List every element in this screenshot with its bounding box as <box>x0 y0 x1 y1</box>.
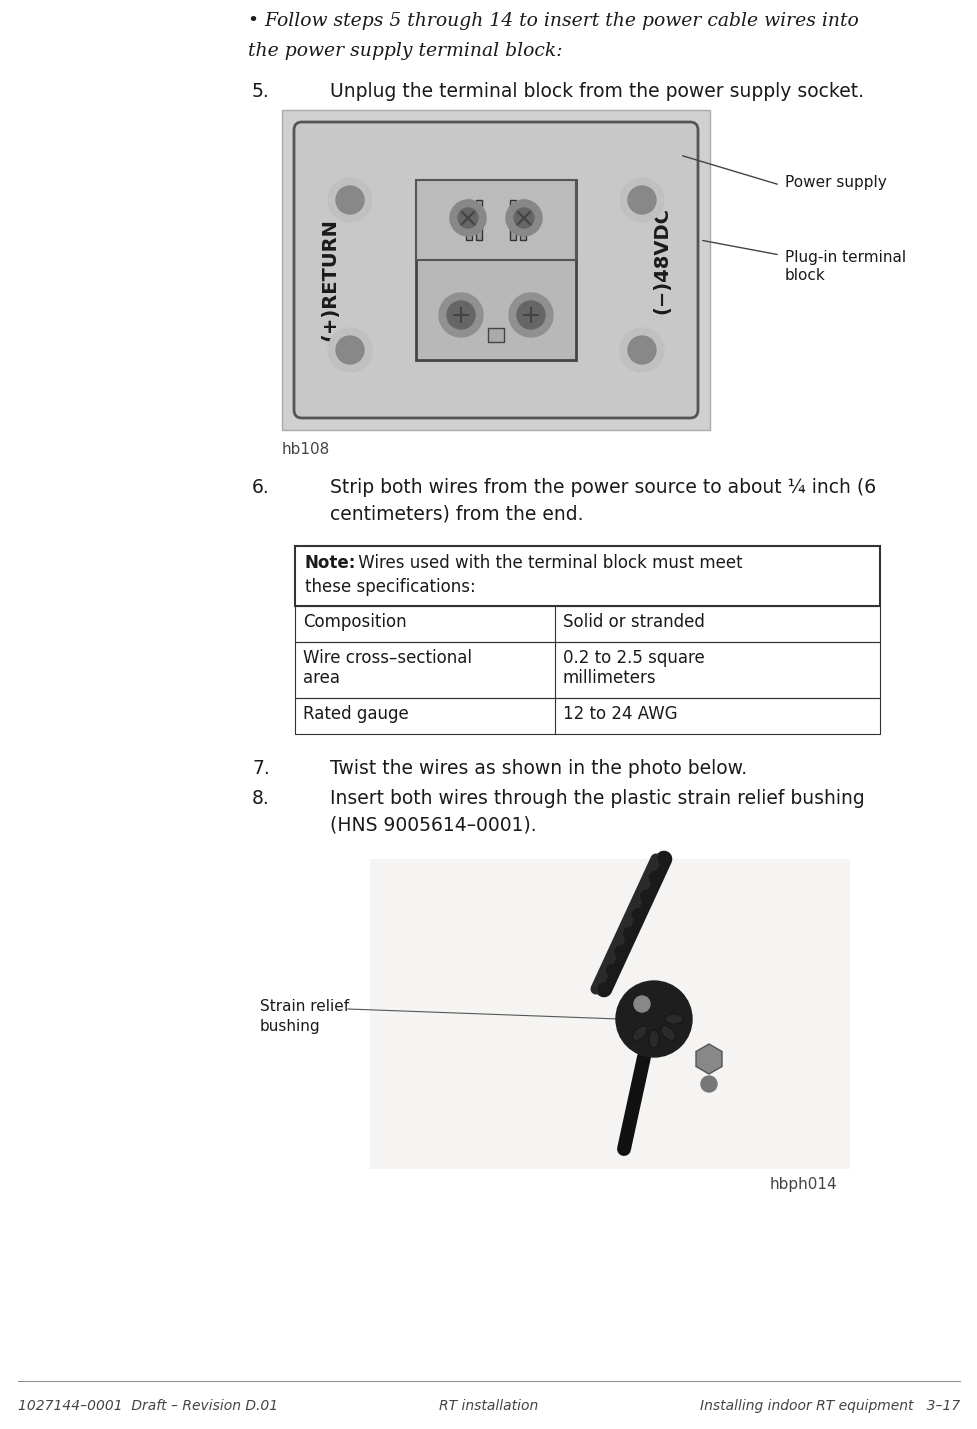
Text: Insert both wires through the plastic strain relief bushing: Insert both wires through the plastic st… <box>329 789 864 807</box>
Text: centimeters) from the end.: centimeters) from the end. <box>329 504 583 523</box>
Text: area: area <box>303 669 340 687</box>
Circle shape <box>508 293 552 337</box>
Bar <box>465 214 482 224</box>
Text: 6.: 6. <box>252 477 270 497</box>
Bar <box>509 200 516 240</box>
Ellipse shape <box>660 1026 675 1040</box>
Circle shape <box>457 209 478 229</box>
Text: RT installation: RT installation <box>439 1399 538 1413</box>
Text: Wires used with the terminal block must meet: Wires used with the terminal block must … <box>353 554 742 572</box>
Circle shape <box>616 980 692 1057</box>
Text: (HNS 9005614–0001).: (HNS 9005614–0001). <box>329 815 536 835</box>
Circle shape <box>336 186 363 214</box>
Bar <box>295 606 879 642</box>
Circle shape <box>336 336 363 364</box>
Polygon shape <box>696 1045 721 1075</box>
Text: Solid or stranded: Solid or stranded <box>563 613 704 632</box>
Bar <box>509 214 526 224</box>
Text: these specifications:: these specifications: <box>305 577 475 596</box>
Bar <box>476 200 482 240</box>
Text: 1027144–0001  Draft – Revision D.01: 1027144–0001 Draft – Revision D.01 <box>18 1399 277 1413</box>
Text: Strip both wires from the power source to about ¼ inch (6: Strip both wires from the power source t… <box>329 477 875 497</box>
Bar <box>415 180 575 260</box>
Text: hbph014: hbph014 <box>769 1177 836 1192</box>
Text: Wire cross–sectional: Wire cross–sectional <box>303 649 472 667</box>
Text: (−)48VDC: (−)48VDC <box>652 207 671 313</box>
Text: 7.: 7. <box>252 759 270 777</box>
Text: the power supply terminal block:: the power supply terminal block: <box>248 41 562 60</box>
Circle shape <box>449 200 486 236</box>
Bar <box>295 546 879 606</box>
Circle shape <box>701 1076 716 1092</box>
Circle shape <box>327 329 371 372</box>
Ellipse shape <box>649 1030 658 1047</box>
Circle shape <box>517 302 544 329</box>
Circle shape <box>446 302 475 329</box>
Circle shape <box>327 179 371 221</box>
Circle shape <box>505 200 541 236</box>
Text: Composition: Composition <box>303 613 406 632</box>
Circle shape <box>514 209 533 229</box>
Text: • Follow steps 5 through 14 to insert the power cable wires into: • Follow steps 5 through 14 to insert th… <box>248 11 858 30</box>
Bar <box>488 329 503 342</box>
Text: Twist the wires as shown in the photo below.: Twist the wires as shown in the photo be… <box>329 759 746 777</box>
Bar <box>415 180 575 360</box>
Text: hb108: hb108 <box>281 442 330 457</box>
Circle shape <box>627 186 656 214</box>
Text: Strain relief: Strain relief <box>260 999 349 1015</box>
Circle shape <box>597 983 610 995</box>
Text: 12 to 24 AWG: 12 to 24 AWG <box>563 704 677 723</box>
Bar <box>295 697 879 735</box>
Circle shape <box>633 996 650 1012</box>
Circle shape <box>439 293 483 337</box>
Circle shape <box>627 336 656 364</box>
Text: Unplug the terminal block from the power supply socket.: Unplug the terminal block from the power… <box>329 81 863 101</box>
FancyBboxPatch shape <box>294 121 698 419</box>
Circle shape <box>640 890 653 902</box>
Circle shape <box>632 909 644 920</box>
Text: bushing: bushing <box>260 1019 320 1035</box>
Circle shape <box>619 179 663 221</box>
Circle shape <box>619 329 663 372</box>
Bar <box>369 859 849 1169</box>
Circle shape <box>658 853 669 865</box>
Bar <box>465 200 472 240</box>
Bar <box>295 642 879 697</box>
Circle shape <box>615 946 626 957</box>
Bar <box>520 200 526 240</box>
Ellipse shape <box>664 1015 682 1025</box>
Text: Plug-in terminal: Plug-in terminal <box>785 250 906 264</box>
Text: block: block <box>785 269 825 283</box>
Text: 8.: 8. <box>252 789 270 807</box>
Text: 5.: 5. <box>252 81 270 101</box>
Circle shape <box>649 872 660 883</box>
Text: Rated gauge: Rated gauge <box>303 704 408 723</box>
Text: Power supply: Power supply <box>785 174 886 190</box>
Circle shape <box>606 965 617 976</box>
Text: (+)RETURN: (+)RETURN <box>320 219 339 342</box>
Bar <box>281 110 709 430</box>
Ellipse shape <box>632 1026 647 1040</box>
Text: millimeters: millimeters <box>563 669 656 687</box>
Text: Note:: Note: <box>305 554 356 572</box>
Text: Installing indoor RT equipment   3–17: Installing indoor RT equipment 3–17 <box>699 1399 959 1413</box>
Circle shape <box>623 927 635 939</box>
Text: 0.2 to 2.5 square: 0.2 to 2.5 square <box>563 649 704 667</box>
